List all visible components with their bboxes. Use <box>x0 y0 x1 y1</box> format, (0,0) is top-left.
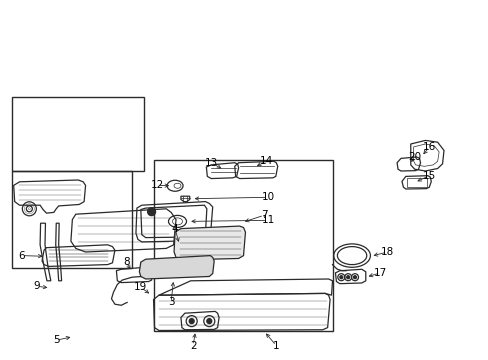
Circle shape <box>353 276 356 279</box>
Circle shape <box>206 319 211 324</box>
Text: 10: 10 <box>261 192 274 202</box>
Bar <box>12 171 132 268</box>
Text: 11: 11 <box>261 215 274 225</box>
Text: 12: 12 <box>150 180 164 190</box>
Circle shape <box>189 319 194 324</box>
Text: 16: 16 <box>422 142 435 152</box>
Polygon shape <box>139 256 214 279</box>
Circle shape <box>346 276 349 279</box>
Text: 7: 7 <box>260 210 267 220</box>
Text: 5: 5 <box>53 335 60 345</box>
Polygon shape <box>174 226 245 260</box>
Bar <box>406 178 427 187</box>
Bar <box>12 97 144 171</box>
Text: 9: 9 <box>33 281 40 291</box>
Text: 19: 19 <box>134 282 147 292</box>
Text: 18: 18 <box>380 247 393 257</box>
Text: 13: 13 <box>204 158 218 168</box>
Text: 8: 8 <box>122 257 129 267</box>
Text: 4: 4 <box>171 224 178 234</box>
Text: 20: 20 <box>407 152 420 162</box>
Text: 17: 17 <box>373 268 386 278</box>
Text: 1: 1 <box>272 341 279 351</box>
Text: 6: 6 <box>19 251 25 261</box>
Bar <box>154 160 332 331</box>
Text: 14: 14 <box>259 156 272 166</box>
Text: 3: 3 <box>167 297 174 307</box>
Text: 15: 15 <box>422 171 435 181</box>
Circle shape <box>339 276 342 279</box>
Text: 2: 2 <box>189 341 196 351</box>
Circle shape <box>147 208 155 216</box>
